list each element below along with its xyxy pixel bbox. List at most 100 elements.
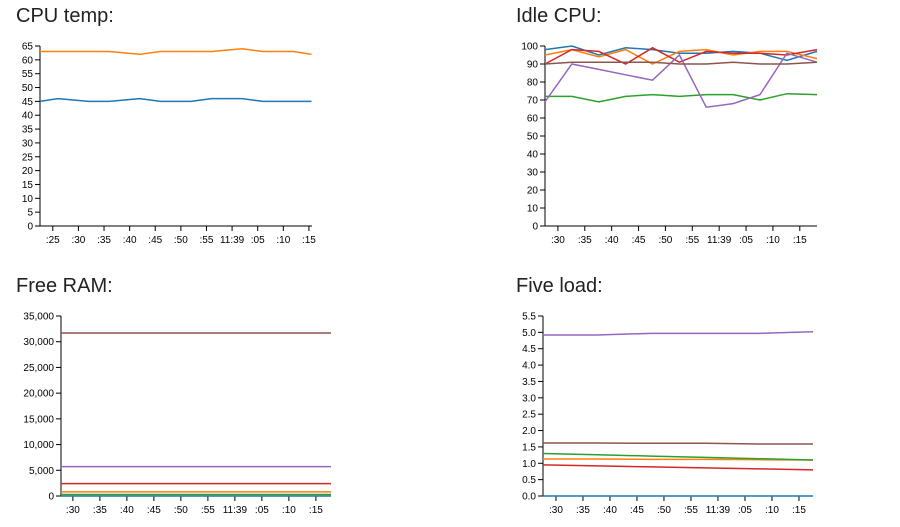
x-tick-label: :45: [630, 505, 644, 516]
x-tick-label: :40: [123, 235, 137, 246]
y-tick-label: 50: [527, 132, 539, 143]
x-tick-label: :55: [685, 235, 699, 246]
y-tick-label: 3.5: [522, 377, 536, 388]
x-tick-label: :40: [120, 505, 134, 516]
x-tick-label: :05: [739, 235, 753, 246]
x-tick-label: :45: [148, 235, 162, 246]
x-tick-label: :45: [147, 505, 161, 516]
y-tick-label: 5,000: [29, 466, 54, 477]
x-tick-label: 11:39: [220, 235, 245, 246]
chart-title: Free RAM:: [16, 275, 113, 297]
y-tick-label: 35,000: [23, 312, 54, 323]
series-line: [544, 45, 818, 62]
chart-title: Idle CPU:: [516, 5, 602, 27]
x-tick-label: 11:39: [223, 505, 248, 516]
x-tick-label: :30: [549, 505, 563, 516]
y-tick-label: 45: [22, 97, 34, 108]
x-tick-label: :45: [632, 235, 646, 246]
series-line: [39, 97, 312, 103]
x-tick-label: :40: [603, 505, 617, 516]
y-tick-label: 10: [527, 204, 539, 215]
y-tick-label: 15,000: [23, 414, 54, 425]
y-tick-label: 4.5: [522, 344, 536, 355]
chart-title: Five load:: [516, 275, 603, 297]
x-tick-label: :05: [738, 505, 752, 516]
y-tick-label: 2.5: [522, 410, 536, 421]
x-tick-label: :50: [174, 235, 188, 246]
y-tick-label: 25,000: [23, 363, 54, 374]
x-tick-label: :15: [793, 235, 807, 246]
y-tick-label: 35: [22, 125, 34, 136]
x-tick-label: :10: [276, 235, 290, 246]
x-tick-label: :10: [766, 235, 780, 246]
series-line: [542, 464, 814, 471]
y-tick-label: 0.5: [522, 475, 536, 486]
x-tick-label: :35: [578, 235, 592, 246]
x-tick-label: :15: [792, 505, 806, 516]
y-tick-label: 10: [22, 194, 34, 205]
y-tick-label: 0: [48, 492, 54, 503]
chart-title: CPU temp:: [16, 5, 114, 27]
x-tick-label: :30: [66, 505, 80, 516]
series-line: [543, 330, 814, 336]
x-tick-label: :40: [605, 235, 619, 246]
x-tick-label: :50: [658, 235, 672, 246]
y-tick-label: 10,000: [23, 440, 54, 451]
y-tick-label: 100: [521, 42, 538, 53]
y-tick-label: 50: [22, 83, 34, 94]
x-tick-label: :35: [97, 235, 111, 246]
x-tick-label: :05: [251, 235, 265, 246]
series-line: [544, 52, 818, 109]
y-tick-label: 60: [22, 55, 34, 66]
x-tick-label: :55: [201, 505, 215, 516]
x-tick-label: :25: [46, 235, 60, 246]
y-tick-label: 90: [527, 60, 539, 71]
x-tick-label: :35: [576, 505, 590, 516]
y-tick-label: 20: [527, 186, 539, 197]
y-tick-label: 4.0: [522, 361, 536, 372]
y-tick-label: 30: [527, 168, 539, 179]
x-tick-label: 11:39: [706, 505, 731, 516]
x-tick-label: :10: [282, 505, 296, 516]
y-tick-label: 70: [527, 96, 539, 107]
x-tick-label: 11:39: [707, 235, 732, 246]
x-tick-label: :15: [302, 235, 316, 246]
y-tick-label: 1.5: [522, 442, 536, 453]
series-line: [543, 458, 814, 461]
series-line: [544, 48, 818, 65]
y-tick-label: 2.0: [522, 426, 536, 437]
x-tick-label: :35: [93, 505, 107, 516]
y-tick-label: 0: [532, 222, 538, 233]
series-line: [542, 452, 814, 461]
y-tick-label: 80: [527, 78, 539, 89]
series-line: [544, 46, 818, 65]
y-tick-label: 20,000: [23, 389, 54, 400]
x-tick-label: :15: [309, 505, 323, 516]
x-tick-label: :30: [71, 235, 85, 246]
x-tick-label: :50: [657, 505, 671, 516]
series-line: [543, 442, 813, 445]
y-tick-label: 5.0: [522, 328, 536, 339]
y-tick-label: 30: [22, 138, 34, 149]
y-tick-label: 30,000: [23, 337, 54, 348]
series-line: [40, 48, 312, 56]
x-tick-label: :55: [200, 235, 214, 246]
x-tick-label: :50: [174, 505, 188, 516]
series-line: [545, 92, 818, 103]
y-tick-label: 0: [27, 222, 33, 233]
y-tick-label: 25: [22, 152, 34, 163]
x-tick-label: :30: [551, 235, 565, 246]
y-tick-label: 3.0: [522, 393, 536, 404]
y-tick-label: 1.0: [522, 459, 536, 470]
series-line: [544, 61, 818, 65]
y-tick-label: 60: [527, 114, 539, 125]
y-tick-label: 20: [22, 166, 34, 177]
x-tick-label: :55: [684, 505, 698, 516]
y-tick-label: 5: [27, 208, 33, 219]
x-tick-label: :05: [255, 505, 269, 516]
y-tick-label: 0.0: [522, 492, 536, 503]
y-tick-label: 5.5: [522, 312, 536, 323]
y-tick-label: 40: [527, 150, 539, 161]
y-tick-label: 55: [22, 69, 34, 80]
